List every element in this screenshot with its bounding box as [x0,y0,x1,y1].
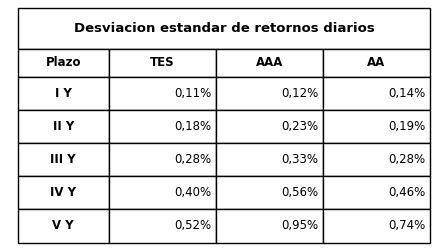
Text: 0,56%: 0,56% [281,186,319,199]
Text: 0,18%: 0,18% [174,120,211,133]
Bar [323,49,430,77]
Bar [108,77,216,110]
Bar [18,8,430,49]
Bar [18,110,108,143]
Text: 0,95%: 0,95% [281,220,319,232]
Text: III Y: III Y [51,153,76,166]
Bar [216,176,323,209]
Bar [216,77,323,110]
Bar [108,49,216,77]
Text: 0,11%: 0,11% [174,87,211,100]
Bar [18,49,108,77]
Text: 0,23%: 0,23% [281,120,319,133]
Text: IV Y: IV Y [50,186,76,199]
Text: TES: TES [150,56,174,69]
Bar [18,176,108,209]
Text: II Y: II Y [52,120,74,133]
Bar [323,77,430,110]
Text: AA: AA [367,56,386,69]
Bar [108,110,216,143]
Text: 0,19%: 0,19% [388,120,426,133]
Bar [323,209,430,242]
Bar [216,49,323,77]
Bar [18,143,108,176]
Bar [216,143,323,176]
Text: I Y: I Y [55,87,72,100]
Text: 0,46%: 0,46% [388,186,426,199]
Text: AAA: AAA [256,56,283,69]
Text: 0,52%: 0,52% [174,220,211,232]
Text: 0,14%: 0,14% [388,87,426,100]
Bar [18,77,108,110]
Text: Plazo: Plazo [46,56,81,69]
Text: Desviacion estandar de retornos diarios: Desviacion estandar de retornos diarios [73,22,375,34]
Text: 0,28%: 0,28% [174,153,211,166]
Bar [108,143,216,176]
Text: 0,12%: 0,12% [281,87,319,100]
Text: 0,28%: 0,28% [388,153,426,166]
Bar [323,143,430,176]
Bar [18,209,108,242]
Bar [323,176,430,209]
Bar [216,209,323,242]
Bar [216,110,323,143]
Text: 0,33%: 0,33% [281,153,319,166]
Bar [323,110,430,143]
Text: 0,40%: 0,40% [174,186,211,199]
Text: V Y: V Y [52,220,74,232]
Text: 0,74%: 0,74% [388,220,426,232]
Bar [108,209,216,242]
Bar [108,176,216,209]
